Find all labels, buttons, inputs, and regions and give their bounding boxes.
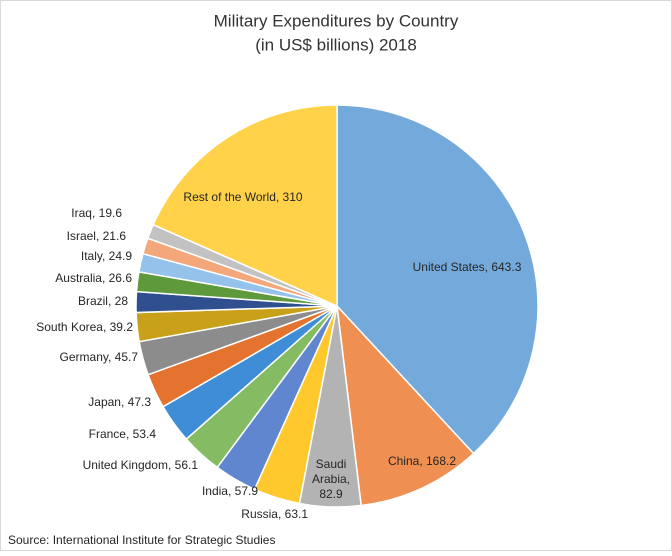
- data-label: India, 57.9: [202, 484, 258, 498]
- chart-subtitle: (in US$ billions) 2018: [255, 35, 417, 54]
- data-label: Israel, 21.6: [67, 229, 127, 243]
- data-label: United States, 643.3: [413, 260, 522, 274]
- pie-slice: [152, 104, 338, 308]
- chart-title: Military Expenditures by Country: [214, 11, 459, 30]
- data-label: Australia, 26.6: [55, 271, 132, 285]
- data-label: France, 53.4: [89, 427, 157, 441]
- data-label: United Kingdom, 56.1: [83, 458, 199, 472]
- data-label: Brazil, 28: [78, 294, 128, 308]
- source-note: Source: International Institute for Stra…: [8, 533, 275, 547]
- data-label: Japan, 47.3: [88, 395, 151, 409]
- data-label: Germany, 45.7: [60, 350, 139, 364]
- data-label: South Korea, 39.2: [36, 320, 133, 334]
- pie-slice: [336, 104, 539, 455]
- data-label: Russia, 63.1: [241, 507, 308, 521]
- data-label-box: Saudi Arabia, 82.9: [311, 457, 351, 501]
- data-label: Rest of the World, 310: [183, 190, 303, 204]
- data-label: Saudi Arabia, 82.9: [311, 457, 351, 501]
- data-label: Iraq, 19.6: [71, 206, 122, 220]
- data-label: China, 168.2: [388, 454, 456, 468]
- data-label: Italy, 24.9: [81, 249, 132, 263]
- pie-slice: [335, 303, 475, 507]
- pie: [135, 104, 539, 508]
